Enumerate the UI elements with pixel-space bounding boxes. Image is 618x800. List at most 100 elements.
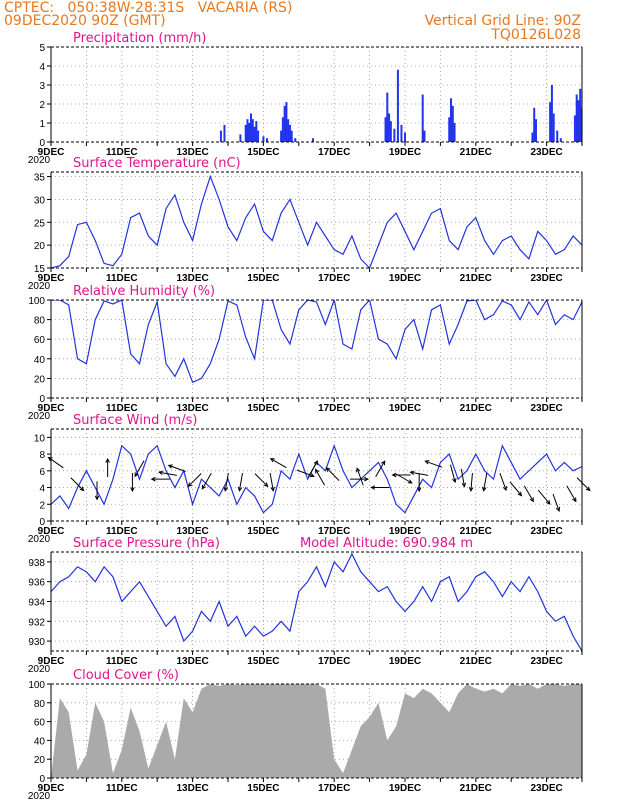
precip-bar bbox=[265, 138, 268, 142]
x-tick-label: 13DEC bbox=[176, 656, 208, 667]
wind-arrow-head bbox=[452, 478, 457, 484]
precip-bar bbox=[534, 119, 537, 142]
precip-bar bbox=[579, 88, 582, 142]
y-tick-label: 934 bbox=[28, 598, 45, 609]
wind-arrow-head bbox=[424, 460, 430, 465]
precip-bar bbox=[550, 85, 553, 142]
wind-arrow-head bbox=[237, 486, 243, 492]
y-tick-label: 4 bbox=[39, 484, 45, 495]
y-tick-label: 5 bbox=[39, 43, 45, 54]
wind-arrow-head bbox=[270, 486, 275, 492]
x-tick-label: 21DEC bbox=[460, 783, 492, 794]
precip-bar bbox=[450, 98, 453, 142]
y-tick-label: 930 bbox=[28, 637, 45, 648]
wind-arrow bbox=[576, 477, 591, 491]
x-tick-label: 9DEC bbox=[38, 783, 65, 794]
y-tick-label: 40 bbox=[34, 355, 46, 366]
x-tick-label: 17DEC bbox=[318, 147, 350, 158]
header-grid-line: Vertical Grid Line: 90Z bbox=[424, 13, 581, 29]
x-tick-label: 17DEC bbox=[318, 273, 350, 284]
x-tick-label: 23DEC bbox=[530, 783, 562, 794]
wind-arrow-head bbox=[201, 484, 206, 490]
precip-bar bbox=[583, 123, 585, 142]
wind-arrow-head bbox=[585, 486, 591, 492]
wind-arrow-head bbox=[315, 468, 320, 474]
x-tick-label: 11DEC bbox=[106, 147, 138, 158]
wind-arrow bbox=[168, 464, 186, 472]
x-tick-label: 21DEC bbox=[460, 147, 492, 158]
precip-bar bbox=[448, 117, 451, 142]
precip-bar bbox=[386, 92, 389, 142]
y-tick-label: 0 bbox=[39, 774, 45, 785]
precip-bar bbox=[280, 130, 283, 142]
precip-bar bbox=[559, 138, 562, 142]
wind-arrow-head bbox=[461, 482, 467, 488]
precip-bar bbox=[248, 123, 251, 142]
wind-arrow-head bbox=[356, 467, 361, 473]
header-station: CPTEC: 050:38W-28:31S VACARIA (RS) bbox=[4, 0, 293, 16]
panel-relative-humidity: 0 20 40 60 80 100 9DEC 11DEC 13DEC 15DEC 17DEC 19DE… bbox=[28, 284, 583, 422]
precip-bar bbox=[552, 113, 555, 142]
cloud-cover-area bbox=[51, 684, 582, 778]
wind-arrow bbox=[224, 472, 229, 491]
y-tick-label: 35 bbox=[34, 173, 46, 184]
wind-arrow-head bbox=[130, 487, 135, 493]
precip-bar bbox=[404, 132, 406, 142]
y-tick-label: 3 bbox=[39, 81, 45, 92]
x-tick-label: 19DEC bbox=[389, 403, 421, 414]
wind-arrow bbox=[460, 468, 465, 487]
y-tick-label: 15 bbox=[34, 264, 46, 275]
x-year-label: 2020 bbox=[28, 534, 51, 545]
wind-arrow-head bbox=[529, 497, 534, 503]
panel-title: Surface Wind (m/s) bbox=[73, 413, 197, 428]
x-tick-label: 9DEC bbox=[38, 273, 65, 284]
panel-surface-wind: 0 2 4 6 8 10 9DEC 11DEC 13DEC 15DEC 17DEC 19DEC 21DE… bbox=[28, 413, 591, 545]
y-tick-label: 6 bbox=[39, 467, 45, 478]
y-tick-label: 20 bbox=[34, 755, 46, 766]
series-line bbox=[51, 552, 582, 651]
x-tick-label: 23DEC bbox=[530, 403, 562, 414]
x-tick-label: 9DEC bbox=[38, 526, 65, 537]
wind-arrow-head bbox=[223, 486, 229, 492]
wind-arrow-head bbox=[517, 491, 523, 497]
x-tick-label: 15DEC bbox=[247, 656, 279, 667]
y-tick-label: 10 bbox=[34, 433, 46, 444]
precip-bar bbox=[294, 138, 297, 142]
y-tick-label: 0 bbox=[39, 138, 45, 149]
series-line bbox=[51, 300, 582, 384]
panel-title: Precipitation (mm/h) bbox=[73, 31, 206, 46]
wind-arrow-head bbox=[468, 487, 474, 493]
x-tick-label: 15DEC bbox=[247, 403, 279, 414]
x-tick-label: 15DEC bbox=[247, 783, 279, 794]
precip-bar bbox=[421, 94, 424, 142]
wind-arrow bbox=[188, 473, 202, 487]
wind-arrow bbox=[537, 489, 551, 505]
wind-arrow-head bbox=[313, 460, 318, 466]
wind-arrow bbox=[356, 468, 364, 486]
precip-bar bbox=[389, 121, 392, 142]
wind-arrow bbox=[296, 469, 315, 477]
precip-bar bbox=[250, 113, 253, 142]
wind-arrow bbox=[509, 481, 522, 496]
x-tick-label: 21DEC bbox=[460, 403, 492, 414]
wind-arrow-head bbox=[409, 470, 415, 476]
y-tick-label: 20 bbox=[34, 241, 46, 252]
wind-arrow-head bbox=[370, 485, 376, 490]
precip-bar bbox=[573, 115, 576, 142]
wind-arrow bbox=[375, 460, 386, 477]
x-year-label: 2020 bbox=[28, 155, 51, 166]
y-tick-label: 4 bbox=[39, 62, 45, 73]
x-tick-label: 13DEC bbox=[176, 526, 208, 537]
y-tick-label: 1 bbox=[39, 119, 45, 130]
x-tick-label: 13DEC bbox=[176, 783, 208, 794]
wind-arrow-head bbox=[158, 470, 164, 476]
precip-bar bbox=[556, 130, 559, 142]
wind-arrow-head bbox=[309, 473, 315, 478]
x-tick-label: 19DEC bbox=[389, 656, 421, 667]
x-tick-label: 23DEC bbox=[530, 147, 562, 158]
wind-arrow-head bbox=[364, 476, 370, 482]
precip-bar bbox=[549, 102, 552, 142]
wind-arrow bbox=[307, 460, 318, 477]
y-tick-label: 0 bbox=[39, 517, 45, 528]
x-tick-label: 19DEC bbox=[389, 783, 421, 794]
